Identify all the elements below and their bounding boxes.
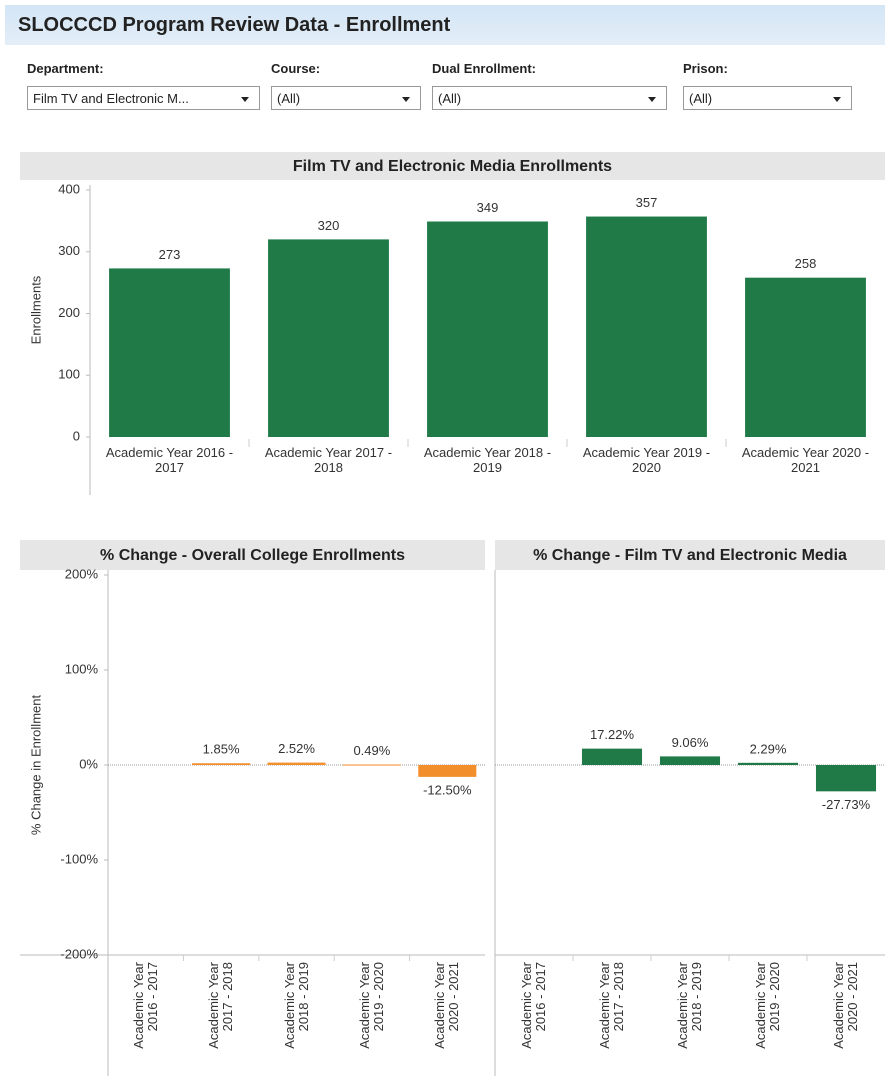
x-tick-label: Academic Year 2017 - 2018	[206, 962, 236, 1049]
y-axis-title: Enrollments	[28, 275, 43, 344]
x-tick-label: Academic Year 2019 - 2020	[582, 445, 711, 475]
bar	[342, 764, 401, 766]
bar	[586, 216, 707, 437]
chart-title: % Change - Film TV and Electronic Media	[533, 547, 847, 564]
x-tick-label: Academic Year 2016 - 2017	[130, 962, 160, 1049]
x-tick-label: Academic Year 2016 - 2017	[519, 962, 548, 1049]
bar	[267, 762, 326, 765]
x-tick-label: Academic Year 2018 - 2019	[675, 962, 704, 1049]
x-tick-label: Academic Year 2020 - 2021	[432, 962, 462, 1049]
y-tick-label: 400	[58, 181, 80, 196]
data-label: 357	[636, 195, 658, 210]
x-tick-label: Academic Year 2019 - 2020	[356, 962, 386, 1049]
x-tick-label: Academic Year 2020 - 2021	[741, 445, 870, 475]
y-tick-label: 100%	[65, 661, 99, 676]
filter-dropdown[interactable]: (All)	[432, 86, 667, 110]
y-tick-label: -100%	[60, 851, 98, 866]
title-bar	[495, 540, 885, 570]
bar	[581, 748, 643, 765]
data-label: 17.22%	[590, 727, 635, 742]
filter-label: Course:	[271, 61, 321, 76]
x-tick-label: Academic Year 2017 - 2018	[597, 962, 626, 1049]
x-tick-label: Academic Year 2018 - 2019	[423, 445, 552, 475]
bar	[427, 221, 548, 437]
x-tick-label: Academic Year 2019 - 2020	[753, 962, 782, 1049]
bar	[745, 277, 866, 437]
data-label: 320	[318, 218, 340, 233]
chart-title: Film TV and Electronic Media Enrollments	[293, 158, 612, 175]
bar	[192, 763, 251, 765]
data-label: -27.73%	[822, 797, 871, 812]
title-bar	[20, 152, 885, 180]
y-tick-label: -200%	[60, 946, 98, 961]
data-label: 349	[477, 200, 499, 215]
y-tick-label: 200	[58, 305, 80, 320]
y-tick-label: 200%	[65, 566, 99, 581]
bar	[815, 765, 877, 792]
filter-label: Dual Enrollment:	[432, 61, 537, 76]
data-label: 1.85%	[203, 742, 240, 757]
data-label: 2.29%	[750, 741, 787, 756]
y-tick-label: 0	[73, 428, 80, 443]
bar	[418, 765, 477, 777]
data-label: 9.06%	[672, 735, 709, 750]
data-label: -12.50%	[423, 782, 472, 797]
filter-dropdown[interactable]: (All)	[683, 86, 852, 110]
y-tick-label: 100	[58, 367, 80, 382]
bar	[268, 239, 389, 437]
y-tick-label: 300	[58, 243, 80, 258]
y-axis-title: % Change in Enrollment	[28, 695, 43, 836]
data-label: 0.49%	[353, 743, 390, 758]
data-label: 2.52%	[278, 741, 315, 756]
data-label: 258	[795, 256, 817, 271]
x-tick-label: Academic Year 2017 - 2018	[264, 445, 393, 475]
bar	[737, 762, 799, 765]
bar	[109, 268, 230, 437]
filter-dropdown[interactable]: Film TV and Electronic M...	[27, 86, 260, 110]
chart-title: % Change - Overall College Enrollments	[100, 547, 405, 564]
filter-dropdown[interactable]: (All)	[271, 86, 421, 110]
x-tick-label: Academic Year 2018 - 2019	[281, 962, 311, 1049]
x-tick-label: Academic Year 2016 - 2017	[105, 445, 234, 475]
data-label: 273	[159, 247, 181, 262]
x-tick-label: Academic Year 2020 - 2021	[831, 962, 860, 1049]
header: SLOCCCD Program Review Data - Enrollment	[5, 5, 885, 45]
filter-label: Department:	[27, 61, 104, 76]
bar	[659, 756, 721, 765]
y-tick-label: 0%	[79, 756, 98, 771]
dashboard-title: SLOCCCD Program Review Data - Enrollment	[18, 14, 451, 36]
title-bar	[20, 540, 485, 570]
filter-label: Prison:	[683, 61, 728, 76]
